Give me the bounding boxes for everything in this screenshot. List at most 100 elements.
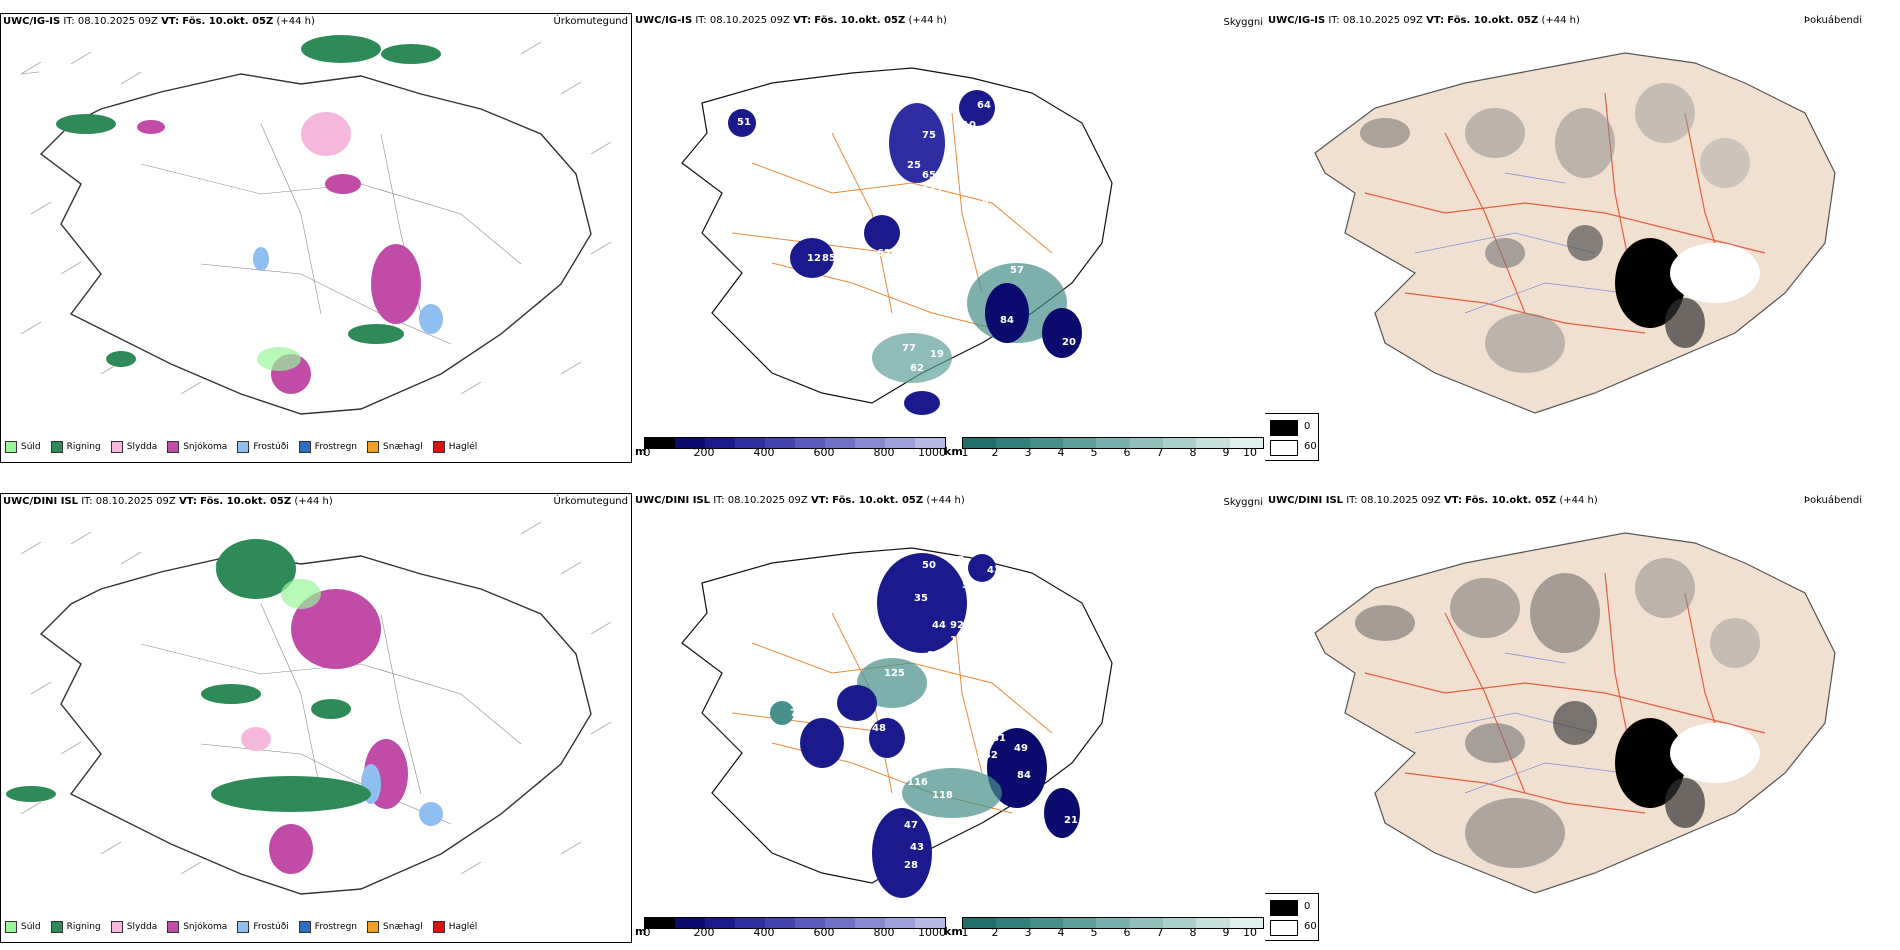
cloud-value: 85 (822, 253, 836, 264)
cloud-value: 12 (807, 253, 821, 264)
cloud-value: 63 (924, 747, 938, 758)
cloud-value: 20 (1062, 337, 1076, 348)
cloud-value: 56 (1037, 550, 1051, 561)
cloud-value: 220 (962, 185, 983, 196)
legend-item: Haglél (432, 441, 477, 453)
precip-map-row1 (20, 35, 612, 415)
fog-map-row1 (1314, 52, 1836, 414)
cloud-base-ticks: 0 200 400 600 800 1000 (643, 446, 947, 459)
legend-item: Haglél (432, 921, 477, 933)
fog-legend-high-label: 0 (1304, 421, 1311, 432)
cloud-value: 48 (872, 723, 886, 734)
cloud-base-unit: m (635, 445, 647, 458)
wind-barbs (20, 521, 612, 875)
cloud-value: 65 (922, 170, 936, 181)
cloud-value: 35 (914, 593, 928, 604)
cloud-value: 37 (850, 730, 864, 741)
row2-precip-header: UWC/DINI ISL IT: 08.10.2025 09Z VT: Fös.… (3, 496, 333, 507)
cloud-value: 133 (952, 650, 973, 661)
legend-item: Rigning (50, 921, 101, 933)
row2-fog-header: UWC/DINI ISL IT: 08.10.2025 09Z VT: Fös.… (1268, 495, 1598, 506)
fog-legend-low-label: 60 (1304, 921, 1317, 932)
row1-cloud-title: Skyggni (1223, 17, 1263, 28)
legend-item: Frostúði (237, 441, 289, 453)
cloud-value: 50 (930, 825, 944, 836)
fog-panel-row2: UWC/DINI ISL IT: 08.10.2025 09Z VT: Fös.… (1265, 493, 1900, 943)
row1-precip-header: UWC/IG-IS IT: 08.10.2025 09Z VT: Fös. 10… (3, 16, 315, 27)
visibility-colorbar (962, 917, 1264, 929)
cloud-base-colorbar (644, 917, 946, 929)
row1-precip-title: Úrkomutegund (553, 16, 628, 27)
cloud-value: 19 (1050, 220, 1064, 231)
cloud-base-unit: m (635, 925, 647, 938)
cloud-value: 81 (992, 733, 1006, 744)
cloud-value: 125 (884, 668, 905, 679)
legend-item: Súld (5, 921, 41, 933)
cloud-value: 108 (977, 650, 998, 661)
visibility-unit: km (944, 925, 963, 938)
row2-cloud-header: UWC/DINI ISL IT: 08.10.2025 09Z VT: Fös.… (635, 495, 965, 506)
fog-legend-low-label: 60 (1304, 441, 1317, 452)
cloud-value: 232 (977, 750, 998, 761)
fog-legend-high-label: 0 (1304, 901, 1311, 912)
visibility-unit: km (944, 445, 963, 458)
fog-legend-row1: 0 60 (1265, 413, 1319, 461)
cloud-value: 19 (930, 349, 944, 360)
cloud-value: 77 (902, 343, 916, 354)
legend-item: Slydda (110, 441, 157, 453)
cloud-value: 64 (982, 195, 996, 206)
cloud-value: 25 (907, 160, 921, 171)
fog-panel-row1: UWC/IG-IS IT: 08.10.2025 09Z VT: Fös. 10… (1265, 13, 1900, 463)
precip-panel-row2: UWC/DINI ISL IT: 08.10.2025 09Z VT: Fös.… (0, 493, 632, 943)
visibility-ticks: 1 2 3 4 5 6 7 8 9 10 (961, 926, 1258, 939)
cloud-value: 51 (850, 743, 864, 754)
cloud-base-colorbar (644, 437, 946, 449)
row1-fog-header: UWC/IG-IS IT: 08.10.2025 09Z VT: Fös. 10… (1268, 15, 1580, 26)
legend-item: Snjókoma (167, 441, 227, 453)
iceland-outline (39, 73, 592, 415)
fog-legend-swatch-low (1270, 440, 1298, 456)
cloud-panel-row2: 50 47 59 43 56 35 44 92 111 80 133 108 1… (632, 493, 1265, 943)
precip-map-row2 (6, 521, 612, 895)
cloud-value: 59 (962, 580, 976, 591)
legend-item: Slydda (110, 921, 157, 933)
cloud-value: 111 (950, 635, 971, 646)
row2-fog-title: Þokuábendi (1803, 495, 1862, 506)
cloud-value: 38 (924, 380, 938, 391)
cloud-areas (728, 90, 1082, 415)
cloud-value: 50 (922, 560, 936, 571)
cloud-value: 49 (1014, 743, 1028, 754)
visibility-colorbar (962, 437, 1264, 449)
fog-legend-swatch-low (1270, 920, 1298, 936)
fog-map-row2 (1314, 532, 1836, 894)
cloud-map-row2: 50 47 59 43 56 35 44 92 111 80 133 108 1… (681, 547, 1113, 898)
cloud-value: 73 (1072, 285, 1086, 296)
iceland-outline (39, 553, 592, 895)
precip-legend-row2: Súld Rigning Slydda Snjókoma Frostúði Fr… (5, 921, 477, 933)
cloud-value: 44 (932, 620, 946, 631)
legend-item: Frostúði (237, 921, 289, 933)
cloud-map-row1: 51 75 25 64 62 57 84 20 77 19 62 44 38 1… (681, 67, 1113, 415)
precip-panel-row1: UWC/IG-IS IT: 08.10.2025 09Z VT: Fös. 10… (0, 13, 632, 463)
legend-item: Frostregn (298, 441, 357, 453)
cloud-labels: 50 47 59 43 56 35 44 92 111 80 133 108 1… (790, 550, 1078, 878)
cloud-value: 21 (1064, 815, 1078, 826)
fog-legend-swatch-high (1270, 900, 1298, 916)
cloud-value: 62 (877, 248, 891, 259)
precip-areas (56, 35, 443, 394)
precip-areas (6, 539, 443, 874)
cloud-value: 116 (907, 777, 928, 788)
legend-item: Frostregn (298, 921, 357, 933)
cloud-value: 118 (932, 790, 953, 801)
fog-areas (1355, 558, 1760, 868)
cloud-value: 92 (950, 620, 964, 631)
cloud-value: 36 (930, 867, 944, 878)
cloud-value: 76 (790, 708, 804, 719)
legend-item: Súld (5, 441, 41, 453)
cloud-value: 75 (922, 130, 936, 141)
cloud-value: 47 (904, 820, 918, 831)
cloud-value: 84 (1017, 770, 1031, 781)
cloud-value: 47 (950, 555, 964, 566)
legend-item: Rigning (50, 441, 101, 453)
cloud-areas (770, 553, 1080, 898)
